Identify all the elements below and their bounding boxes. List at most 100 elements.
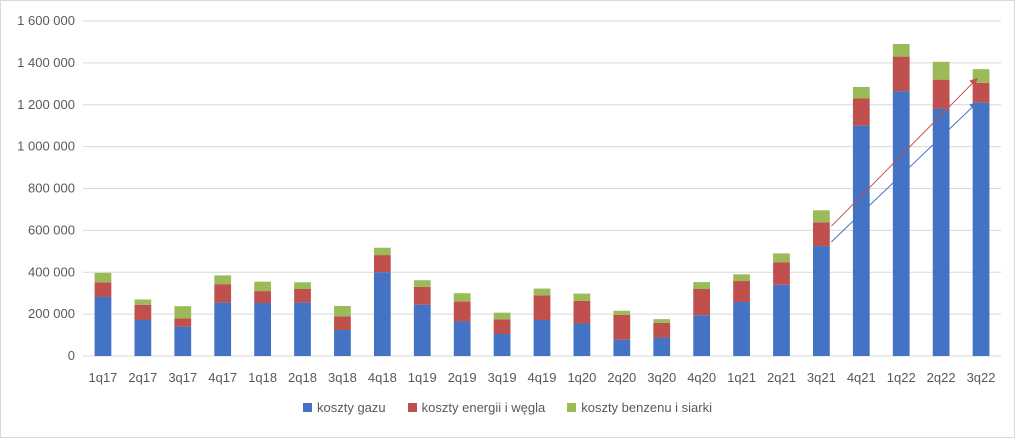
bar-segment-benzene (852, 86, 870, 99)
bar-segment-gas (294, 302, 311, 356)
bar-segment-gas (134, 319, 152, 356)
bar-segment-benzene (773, 253, 790, 263)
x-tick-label: 3q21 (807, 370, 836, 385)
bar-segment-benzene (214, 275, 232, 285)
legend-item-gas: koszty gazu (303, 400, 386, 415)
bar-segment-energy (373, 255, 391, 273)
bar-segment-benzene (892, 44, 910, 57)
x-tick-label: 1q17 (88, 370, 117, 385)
bar-segment-gas (413, 304, 431, 356)
bar-segment-energy (214, 284, 232, 303)
x-tick-label: 4q17 (208, 370, 237, 385)
bar-segment-energy (773, 262, 790, 285)
x-tick-label: 1q21 (727, 370, 756, 385)
bar-segment-energy (693, 289, 711, 316)
bar-segment-gas (653, 337, 671, 356)
x-tick-label: 4q19 (528, 370, 557, 385)
x-tick-label: 1q22 (887, 370, 916, 385)
bar-segment-energy (852, 98, 870, 126)
bar-segment-gas (852, 125, 870, 356)
bar-segment-benzene (573, 293, 591, 301)
x-tick-label: 4q21 (847, 370, 876, 385)
bar-segment-benzene (493, 312, 511, 320)
bar-segment-benzene (294, 282, 311, 289)
x-axis-tick-labels: 1q17 2q17 3q17 4q17 1q18 2q18 3q18 4q18 1q19 2q19… (88, 370, 995, 385)
bar-segment-energy (174, 318, 192, 327)
bar-segment-gas (174, 326, 192, 356)
bar-segment-energy (733, 281, 750, 302)
bar-segment-gas (493, 334, 511, 356)
x-tick-label: 3q22 (967, 370, 996, 385)
x-tick-label: 1q19 (408, 370, 437, 385)
bar-segment-gas (813, 246, 830, 356)
bar-segment-benzene (94, 272, 112, 283)
bar-segment-benzene (653, 319, 671, 323)
legend-label-gas: koszty gazu (317, 400, 386, 415)
bar-segment-gas (573, 323, 591, 356)
bar-segment-gas (214, 302, 232, 356)
bars (94, 44, 990, 356)
y-tick-label: 1 000 000 (17, 139, 75, 154)
legend-swatch-energy (407, 403, 417, 412)
y-tick-label: 200 000 (28, 306, 75, 321)
bar-segment-energy (453, 301, 471, 322)
y-tick-label: 1 200 000 (17, 97, 75, 112)
bar-segment-energy (892, 56, 910, 92)
legend-swatch-gas (303, 403, 312, 412)
bar-segment-energy (813, 222, 830, 247)
bar-segment-gas (773, 284, 790, 356)
bar-segment-gas (892, 91, 910, 356)
bar-segment-benzene (254, 281, 271, 292)
bar-segment-gas (972, 102, 990, 356)
bar-segment-benzene (334, 305, 351, 317)
bar-segment-energy (413, 286, 431, 305)
bar-segment-benzene (453, 293, 471, 302)
bar-segment-benzene (533, 288, 551, 296)
bar-segment-gas (733, 301, 750, 356)
y-tick-label: 400 000 (28, 264, 75, 279)
x-tick-label: 2q20 (607, 370, 636, 385)
y-tick-label: 600 000 (28, 222, 75, 237)
bar-segment-gas (533, 319, 551, 356)
bar-segment-energy (932, 79, 950, 109)
gridlines (83, 20, 1001, 357)
x-tick-label: 4q18 (368, 370, 397, 385)
x-tick-label: 3q20 (647, 370, 676, 385)
bar-segment-energy (613, 314, 631, 340)
trend-arrow-red (831, 77, 978, 227)
bar-segment-energy (134, 304, 152, 320)
bar-segment-benzene (134, 299, 152, 305)
y-tick-label: 1 600 000 (17, 13, 75, 28)
bar-segment-gas (613, 339, 631, 356)
x-tick-label: 2q22 (927, 370, 956, 385)
bar-segment-benzene (693, 282, 711, 289)
bar-segment-energy (972, 82, 990, 103)
legend-label-benzene: koszty benzenu i siarki (581, 400, 712, 415)
bar-segment-gas (453, 321, 471, 356)
y-tick-label: 0 (68, 348, 75, 363)
x-tick-label: 2q17 (128, 370, 157, 385)
bar-segment-benzene (733, 274, 750, 282)
x-tick-label: 2q19 (448, 370, 477, 385)
bar-segment-energy (94, 282, 112, 297)
x-tick-label: 1q20 (567, 370, 596, 385)
bar-segment-benzene (373, 247, 391, 256)
legend: koszty gazu koszty energii i węgla koszt… (0, 400, 1015, 415)
bar-segment-benzene (813, 210, 830, 223)
bar-segment-benzene (932, 61, 950, 80)
legend-item-benzene: koszty benzenu i siarki (567, 400, 712, 415)
y-tick-label: 800 000 (28, 181, 75, 196)
trend-arrows (831, 77, 978, 243)
legend-label-energy: koszty energii i węgla (421, 400, 546, 415)
bar-segment-energy (254, 291, 271, 304)
x-tick-label: 2q18 (288, 370, 317, 385)
bar-segment-gas (254, 303, 271, 356)
x-tick-label: 3q19 (488, 370, 517, 385)
bar-segment-benzene (174, 306, 192, 319)
bar-segment-energy (334, 316, 351, 331)
y-tick-label: 1 400 000 (17, 55, 75, 70)
trend-arrow-blue (831, 101, 978, 243)
bar-segment-energy (653, 322, 671, 338)
